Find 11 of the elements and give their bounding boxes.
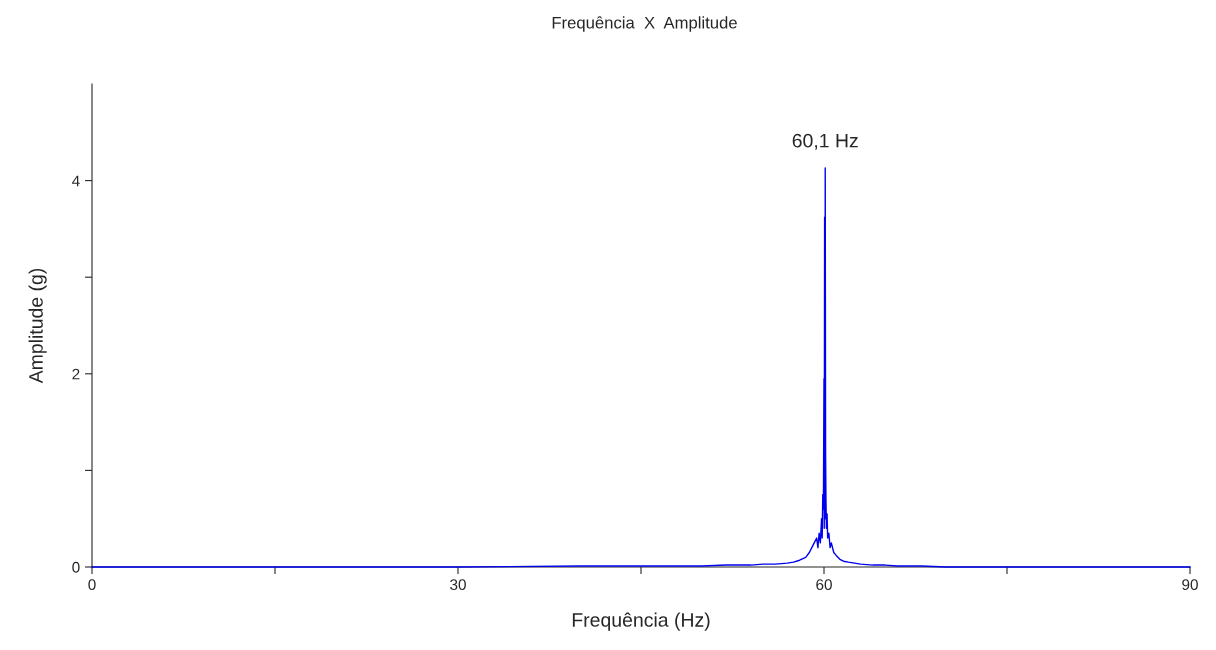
y-axis-title: Amplitude (g) (28, 268, 47, 384)
x-tick-label: 60 (816, 579, 832, 591)
x-tick-label: 0 (88, 579, 96, 591)
y-tick-label: 4 (72, 175, 80, 187)
x-axis-title: Frequência (Hz) (572, 612, 710, 631)
y-tick-label: 0 (72, 561, 80, 573)
chart-title: Frequência X Amplitude (552, 16, 737, 32)
x-tick-label: 90 (1182, 579, 1198, 591)
x-tick-label: 30 (450, 579, 466, 591)
y-tick-label: 2 (72, 368, 80, 380)
annotation: 60,1 Hz (792, 133, 858, 150)
